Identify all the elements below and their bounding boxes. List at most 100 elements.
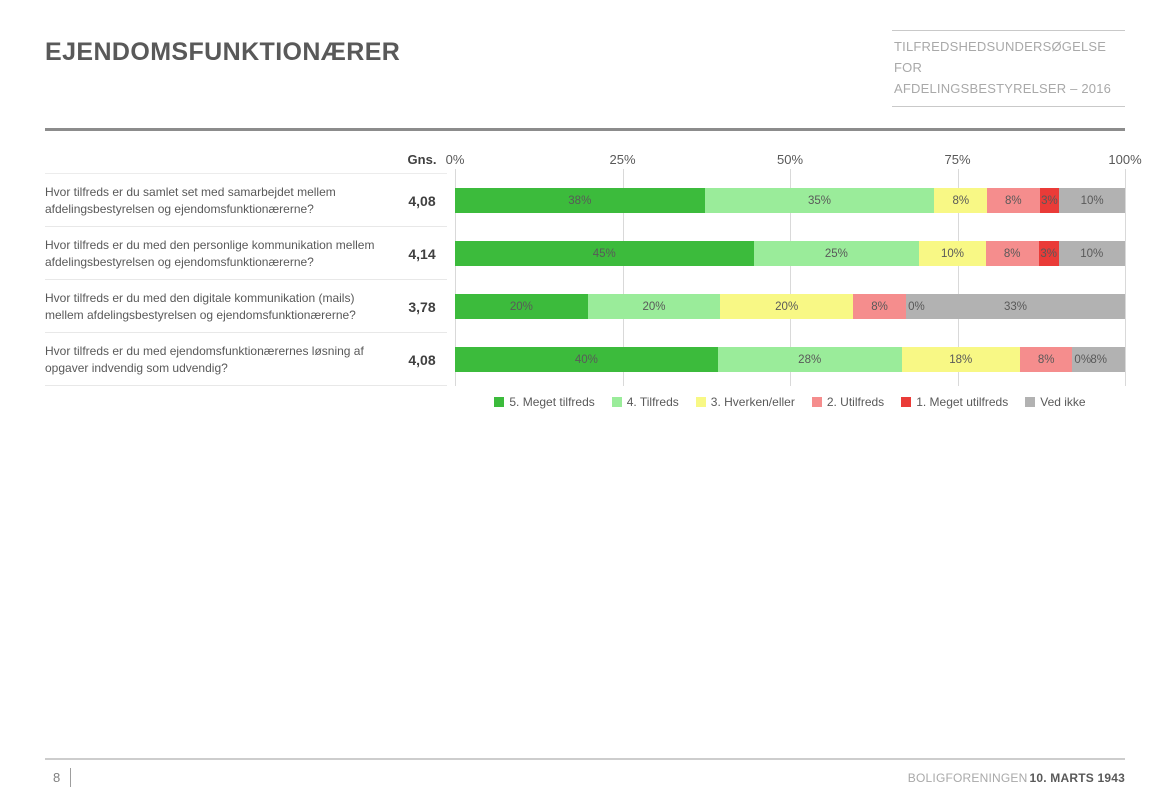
legend-swatch-icon: [494, 397, 505, 408]
bar-segment: 25%: [753, 241, 920, 267]
segment-label: 8%: [1090, 353, 1107, 366]
bar-segment: 8%: [934, 188, 988, 214]
segment-label: 10%: [1080, 194, 1104, 207]
bar-segment: 8%: [1019, 347, 1073, 373]
segment-label: 18%: [949, 353, 973, 366]
question-label: Hvor tilfreds er du samlet set med samar…: [45, 185, 336, 216]
legend-label: 5. Meget tilfreds: [509, 395, 595, 410]
legend-swatch-icon: [811, 397, 822, 408]
segment-label: 25%: [824, 247, 848, 260]
legend-swatch-icon: [901, 397, 912, 408]
header-separator: [45, 173, 447, 175]
segment-label: 0%: [908, 300, 925, 313]
row-separator: [45, 332, 447, 334]
footer-org: BOLIGFORENINGEN: [907, 770, 1028, 785]
table-row: Hvor tilfreds er du med den personlige k…: [45, 227, 1125, 281]
segment-label: 8%: [1003, 247, 1021, 260]
bar-wrap: 20% 20% 20% 8% 0% 33%: [455, 294, 1125, 320]
bar-segment: 38%: [455, 188, 705, 214]
bar-segment: 40%: [455, 347, 718, 373]
footer-date: 10. MARTS 1943: [1029, 770, 1125, 785]
segment-label: 8%: [871, 300, 888, 313]
row-separator: [45, 226, 447, 228]
table-row: Hvor tilfreds er du samlet set med samar…: [45, 174, 1125, 228]
footer-line: 8 BOLIGFORENINGEN 10. MARTS 1943: [45, 768, 1125, 787]
bar-segment: 45%: [455, 241, 754, 267]
bar-segment: 8%: [985, 241, 1039, 267]
segment-label: 8%: [952, 194, 970, 207]
footer-right: BOLIGFORENINGEN 10. MARTS 1943: [908, 771, 1125, 785]
question-column-header: [45, 146, 397, 174]
question-label: Hvor tilfreds er du med den digitale kom…: [45, 291, 356, 322]
bar-segment: 10%: [1058, 241, 1125, 267]
segment-label: 8%: [1037, 353, 1055, 366]
legend-swatch-icon: [1025, 397, 1036, 408]
header-box-line-1: TILFREDSHEDSUNDERSØGELSE FOR: [894, 39, 1107, 75]
segment-label: 28%: [798, 353, 822, 366]
segment-label: 38%: [568, 194, 592, 207]
gridline: [622, 169, 624, 387]
segment-label: 33%: [1004, 300, 1028, 313]
stacked-bar: 38% 35% 8% 8% 3% 10%: [455, 188, 1125, 214]
gns-value: 4,14: [408, 245, 436, 262]
question-label: Hvor tilfreds er du med ejendomsfunktion…: [45, 344, 364, 375]
bar-segment: 20%: [720, 294, 854, 320]
chart-body: Hvor tilfreds er du samlet set med samar…: [45, 169, 1126, 387]
footer-divider: [45, 758, 1125, 760]
legend-label: 1. Meget utilfreds: [916, 395, 1009, 410]
slide-footer: 8 BOLIGFORENINGEN 10. MARTS 1943: [45, 758, 1125, 787]
axis-tick: 0%: [445, 152, 465, 168]
segment-label: 35%: [808, 194, 832, 207]
legend-label: Ved ikke: [1040, 395, 1086, 410]
question-label: Hvor tilfreds er du med den personlige k…: [45, 238, 375, 269]
segment-label: 20%: [642, 300, 666, 313]
segment-label: 10%: [1080, 247, 1104, 260]
legend-item: 2. Utilfreds: [811, 395, 885, 410]
gridlines: [455, 169, 1126, 387]
stacked-bar: 40% 28% 18% 8% 0% 8%: [455, 347, 1125, 373]
segment-label: 20%: [775, 300, 799, 313]
satisfaction-chart: Gns. 0% 25% 50% 75% 100% Hvor tilfreds er du…: [45, 146, 1142, 409]
axis-tick: 50%: [776, 152, 804, 168]
page-number: 8: [53, 770, 61, 785]
bar-segment: 20%: [455, 294, 588, 320]
bar-segment: 35%: [704, 188, 935, 214]
x-axis: 0% 25% 50% 75% 100%: [446, 146, 1142, 174]
bar-segment: 18%: [901, 347, 1020, 373]
bar-wrap: 45% 25% 10% 8% 3% 10%: [455, 241, 1125, 267]
bar-segment: 3%: [1038, 241, 1059, 267]
bar-segment: 10%: [919, 241, 986, 267]
slide-header: EJENDOMSFUNKTIONÆRER TILFREDSHEDSUNDERSØ…: [45, 30, 1125, 108]
page-number-divider: [70, 768, 72, 787]
legend-item: 1. Meget utilfreds: [901, 395, 1008, 409]
axis-tick: 75%: [944, 152, 971, 168]
legend: 5. Meget tilfreds 4. Tilfreds 3. Hverken/e…: [455, 395, 1125, 409]
segment-label: 3%: [1040, 247, 1057, 260]
table-row: Hvor tilfreds er du med den digitale kom…: [45, 280, 1125, 334]
legend-item: 3. Hverken/eller: [695, 395, 795, 410]
gridline: [455, 169, 456, 387]
segment-label: 3%: [1041, 194, 1058, 207]
bar-segment: 28%: [717, 347, 902, 373]
legend-swatch-icon: [611, 397, 622, 408]
page-title: EJENDOMSFUNKTIONÆRER: [45, 38, 401, 66]
bar-wrap: 40% 28% 18% 8% 0% 8%: [455, 347, 1125, 373]
bar-segment: 8%: [987, 188, 1040, 214]
legend-swatch-icon: [695, 397, 706, 408]
stacked-bar: 20% 20% 20% 8% 0% 33%: [455, 294, 1125, 320]
legend-item: Ved ikke: [1025, 395, 1086, 410]
gridline: [1125, 169, 1126, 387]
bar-segment: 3%: [1039, 188, 1060, 214]
table-row: Hvor tilfreds er du med ejendomsfunktion…: [45, 333, 1125, 387]
axis-tick: 100%: [1108, 152, 1142, 168]
segment-label: 40%: [574, 353, 598, 366]
legend-label: 4. Tilfreds: [626, 395, 679, 410]
title-divider: [45, 128, 1125, 132]
bar-segment: 20%: [587, 294, 721, 320]
legend-label: 3. Hverken/eller: [710, 395, 795, 410]
segment-label: 0%: [1074, 353, 1092, 366]
legend-item: 5. Meget tilfreds: [494, 395, 595, 410]
legend-label: 2. Utilfreds: [826, 395, 885, 410]
bar-segment: 8%: [853, 294, 907, 320]
